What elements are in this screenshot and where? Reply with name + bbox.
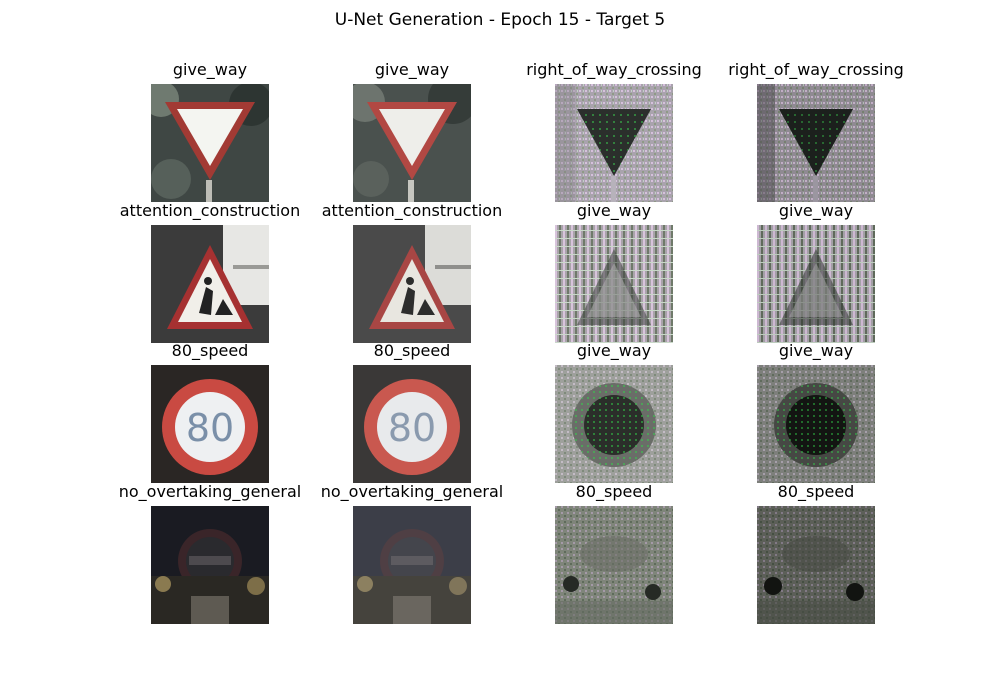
speed-80-sign-reconstructed: 80: [353, 365, 471, 483]
panel-label: attention_construction: [119, 201, 301, 220]
generated-noisy-circle-dark: [757, 365, 875, 483]
give-way-sign-reconstructed: [353, 84, 471, 202]
panel-label: right_of_way_crossing: [728, 60, 904, 79]
generated-noisy-triangle-stripes: [555, 225, 673, 343]
panel-label: 80_speed: [777, 482, 855, 501]
figure-title: U-Net Generation - Epoch 15 - Target 5: [334, 10, 666, 30]
generated-noisy-circle: [555, 365, 673, 483]
generated-noisy-triangle-stripes-2: [757, 225, 875, 343]
panel-label: give_way: [172, 60, 248, 79]
construction-sign-reconstructed: [353, 225, 471, 343]
panel-label: 80_speed: [171, 341, 249, 360]
panel-label: no_overtaking_general: [320, 482, 504, 501]
panel-label: right_of_way_crossing: [526, 60, 702, 79]
speed-80-sign-original: 80: [151, 365, 269, 483]
panel-label: 80_speed: [575, 482, 653, 501]
panel-label: give_way: [778, 341, 854, 360]
give-way-sign-original: [151, 84, 269, 202]
generated-noisy-triangle: [555, 84, 673, 202]
panel-label: give_way: [374, 60, 450, 79]
generated-noisy-dim-dark: [757, 506, 875, 624]
no-overtaking-sign-original: [151, 506, 269, 624]
svg-text:80: 80: [186, 406, 234, 450]
panel-label: attention_construction: [321, 201, 503, 220]
generated-noisy-triangle-dark: [757, 84, 875, 202]
construction-sign-original: [151, 225, 269, 343]
svg-text:80: 80: [388, 406, 436, 450]
panel-label: give_way: [778, 201, 854, 220]
panel-label: no_overtaking_general: [118, 482, 302, 501]
panel-label: give_way: [576, 201, 652, 220]
panel-label: give_way: [576, 341, 652, 360]
generated-noisy-dim: [555, 506, 673, 624]
panel-label: 80_speed: [373, 341, 451, 360]
no-overtaking-sign-reconstructed: [353, 506, 471, 624]
